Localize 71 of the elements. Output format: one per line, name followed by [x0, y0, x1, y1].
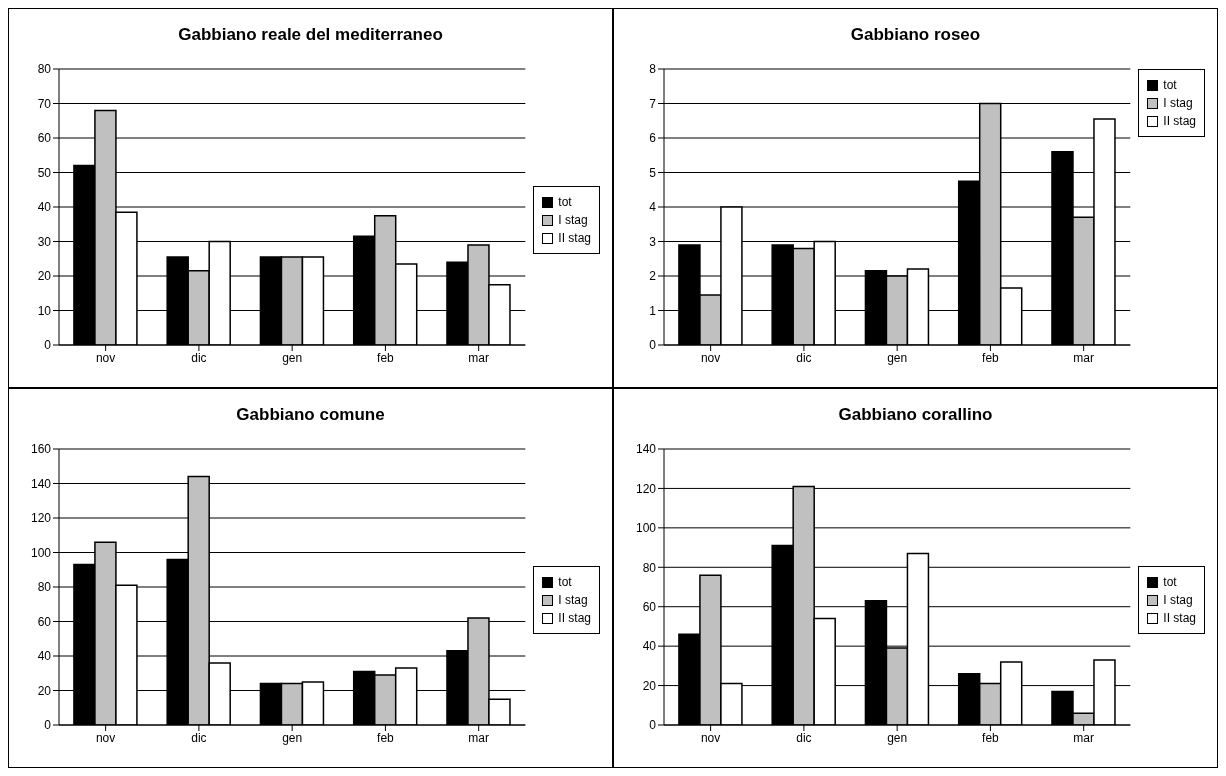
y-tick-label: 120 — [30, 511, 52, 526]
y-tick-label: 60 — [37, 614, 52, 629]
x-tick-label: feb — [982, 350, 1000, 365]
y-tick-label: 80 — [37, 580, 52, 595]
y-tick-label: 3 — [649, 234, 657, 249]
x-tick-label: nov — [95, 350, 116, 365]
chart-title: Gabbiano roseo — [849, 24, 982, 46]
legend-label: II stag — [558, 611, 591, 625]
x-tick-label: mar — [1073, 730, 1095, 745]
x-tick-label: gen — [282, 730, 303, 745]
y-tick-label: 6 — [649, 131, 657, 146]
x-tick-label: mar — [468, 730, 490, 745]
y-tick-label: 4 — [649, 200, 657, 215]
x-tick-label: mar — [468, 350, 490, 365]
y-tick-label: 80 — [37, 62, 52, 77]
y-tick-label: 120 — [635, 481, 657, 496]
x-tick-label: gen — [887, 350, 908, 365]
x-tick-label: dic — [191, 730, 207, 745]
x-tick-label: feb — [982, 730, 1000, 745]
y-tick-label: 0 — [44, 718, 52, 733]
y-tick-label: 8 — [649, 62, 657, 77]
y-tick-label: 40 — [37, 649, 52, 664]
y-tick-label: 50 — [37, 165, 52, 180]
legend-label: II stag — [558, 231, 591, 245]
x-tick-label: feb — [377, 350, 395, 365]
y-tick-label: 0 — [649, 338, 657, 353]
x-tick-label: nov — [700, 350, 721, 365]
chart-title: Gabbiano reale del mediterraneo — [177, 24, 444, 46]
y-tick-label: 2 — [649, 269, 657, 284]
y-tick-label: 60 — [642, 599, 657, 614]
y-tick-label: 60 — [37, 131, 52, 146]
y-tick-label: 40 — [37, 200, 52, 215]
legend-label: I stag — [558, 593, 588, 607]
y-tick-label: 30 — [37, 234, 52, 249]
y-tick-label: 0 — [44, 338, 52, 353]
x-tick-label: feb — [377, 730, 395, 745]
y-tick-label: 5 — [649, 165, 657, 180]
x-tick-label: gen — [282, 350, 303, 365]
legend-label: I stag — [1163, 593, 1193, 607]
y-tick-label: 20 — [37, 269, 52, 284]
y-tick-label: 70 — [37, 96, 52, 111]
legend-label: I stag — [1163, 96, 1193, 110]
y-tick-label: 20 — [37, 683, 52, 698]
x-tick-label: dic — [796, 730, 812, 745]
y-tick-label: 140 — [635, 442, 657, 457]
x-tick-label: dic — [191, 350, 207, 365]
legend-label: II stag — [1163, 114, 1196, 128]
x-tick-label: nov — [700, 730, 721, 745]
y-tick-label: 140 — [30, 476, 52, 491]
y-tick-label: 10 — [37, 303, 52, 318]
y-tick-label: 160 — [30, 442, 52, 457]
y-tick-label: 7 — [649, 96, 657, 111]
chart-title: Gabbiano comune — [235, 404, 386, 426]
y-tick-label: 80 — [642, 560, 657, 575]
y-tick-label: 100 — [635, 521, 657, 536]
x-tick-label: gen — [887, 730, 908, 745]
x-tick-label: mar — [1073, 350, 1095, 365]
y-tick-label: 0 — [649, 718, 657, 733]
y-tick-label: 20 — [642, 678, 657, 693]
legend-label: II stag — [1163, 611, 1196, 625]
y-tick-label: 40 — [642, 639, 657, 654]
legend-label: tot — [1163, 575, 1177, 589]
x-tick-label: nov — [95, 730, 116, 745]
y-tick-label: 100 — [30, 545, 52, 560]
legend-label: I stag — [558, 213, 588, 227]
chart-title: Gabbiano corallino — [837, 404, 994, 426]
legend-label: tot — [558, 195, 572, 209]
legend-label: tot — [558, 575, 572, 589]
x-tick-label: dic — [796, 350, 812, 365]
legend-label: tot — [1163, 78, 1177, 92]
y-tick-label: 1 — [649, 303, 657, 318]
